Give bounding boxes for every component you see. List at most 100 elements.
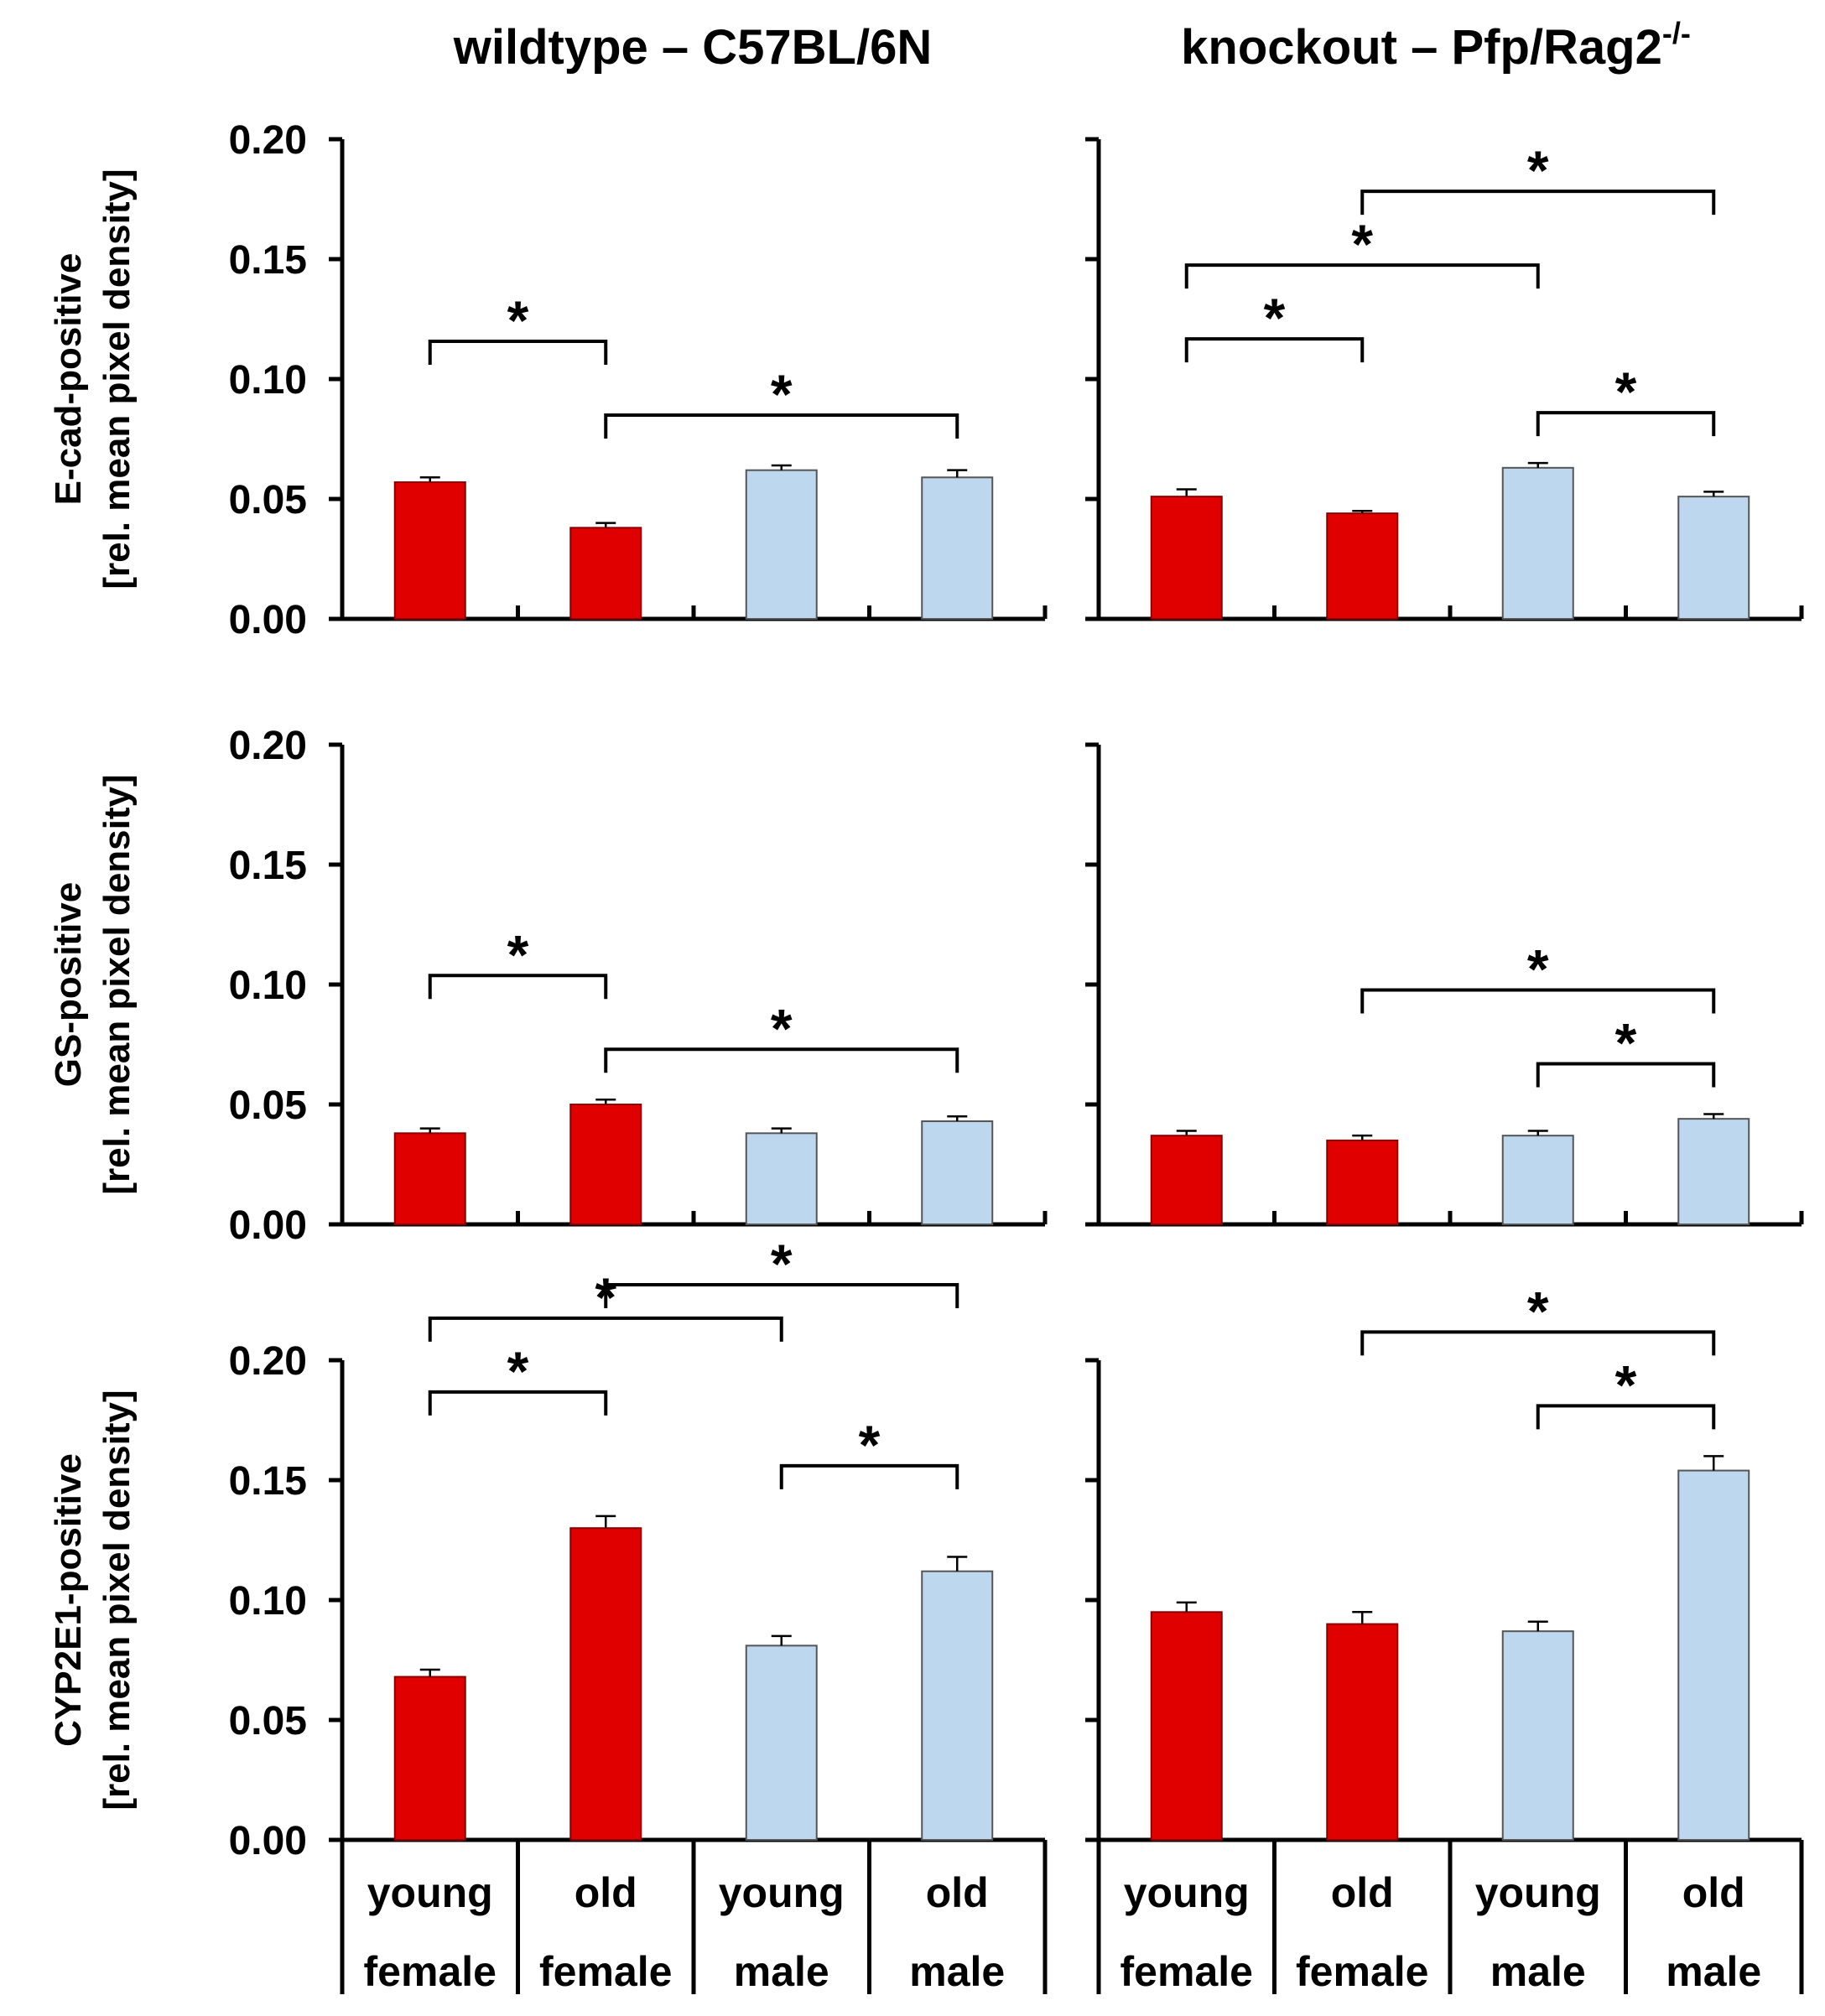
bar-young-female	[1150, 1135, 1223, 1226]
category-age-label: young	[1475, 1869, 1601, 1916]
significance-asterisk: *	[771, 997, 793, 1059]
significance-asterisk: *	[1527, 938, 1549, 1000]
bar-young-female	[1150, 496, 1223, 621]
bar-young-male	[745, 1644, 818, 1841]
significance-asterisk: *	[1527, 1280, 1549, 1342]
significance-bracket	[1360, 190, 1716, 216]
bar-young-female	[393, 1676, 466, 1842]
significance-bracket	[1360, 1330, 1716, 1356]
significance-asterisk: *	[1264, 287, 1286, 349]
significance-bracket	[1360, 988, 1716, 1014]
significance-asterisk: *	[771, 1233, 793, 1295]
y-axis-title-marker: E-cad-positive	[48, 253, 89, 506]
category-age-label: young	[1124, 1869, 1250, 1916]
bar-old-male	[1677, 496, 1750, 621]
column-title-knockout-superscript: -/-	[1662, 16, 1691, 50]
significance-bracket	[428, 974, 608, 1000]
category-sex-label: female	[1120, 1948, 1253, 1995]
y-tick-label: 0.10	[229, 1579, 307, 1624]
y-tick-label: 0.15	[229, 1459, 307, 1504]
y-tick-label: 0.20	[229, 1339, 307, 1384]
category-sex-label: male	[909, 1948, 1005, 1995]
bar-young-female	[393, 1132, 466, 1225]
y-axis-title-unit: [rel. mean pixel density]	[96, 169, 138, 589]
column-title-knockout-main: knockout – Pfp/Rag2	[1181, 20, 1662, 75]
y-axis-title-unit: [rel. mean pixel density]	[96, 1390, 138, 1810]
category-age-label: old	[1682, 1869, 1745, 1916]
significance-bracket	[1184, 263, 1540, 289]
y-tick-label: 0.20	[229, 118, 307, 163]
bar-young-male	[745, 469, 818, 620]
significance-bracket	[604, 1283, 959, 1308]
bar-young-male	[1501, 466, 1574, 620]
category-age-label: old	[926, 1869, 989, 1916]
bar-young-female	[393, 481, 466, 620]
bar-young-male	[1501, 1630, 1574, 1842]
bar-old-male	[1677, 1118, 1750, 1226]
bar-old-female	[1326, 1623, 1399, 1841]
bar-old-male	[921, 476, 994, 621]
bar-old-male	[921, 1570, 994, 1842]
category-age-label: old	[575, 1869, 637, 1916]
panel-2-2: **	[1085, 742, 1804, 1227]
y-tick-label: 0.05	[229, 1083, 307, 1128]
bar-old-female	[569, 1104, 642, 1225]
significance-asterisk: *	[1615, 1011, 1637, 1073]
y-tick-label: 0.10	[229, 964, 307, 1008]
y-tick-label: 0.15	[229, 844, 307, 888]
significance-asterisk: *	[595, 1266, 616, 1328]
panel-3-1: 0.00 0.05 0.10 0.15 0.20 CYP2E1-positive [rel.…	[48, 1233, 1045, 1863]
y-tick-label: 0.05	[229, 1699, 307, 1743]
y-axis-title-marker: GS-positive	[48, 882, 89, 1088]
panel-2-1: 0.00 0.05 0.10 0.15 0.20 GS-positive [rel. mea…	[48, 724, 1048, 1248]
y-axis-title: GS-positive [rel. mean pixel density]	[48, 774, 138, 1194]
significance-bracket	[604, 413, 959, 439]
category-box-2: young female old female young male old male	[1096, 1840, 1804, 1995]
y-axis-title: CYP2E1-positive [rel. mean pixel density]	[48, 1390, 138, 1810]
significance-bracket	[428, 339, 608, 365]
category-axis-labels: young female old female young male old male youn…	[340, 1840, 1804, 1995]
significance-bracket	[1184, 337, 1365, 363]
category-sex-label: male	[734, 1948, 829, 1995]
category-age-label: young	[719, 1869, 845, 1916]
y-axis-title: E-cad-positive [rel. mean pixel density]	[48, 169, 138, 589]
category-box-1: young female old female young male old male	[340, 1840, 1048, 1995]
significance-asterisk: *	[771, 363, 793, 425]
significance-bracket	[1536, 411, 1716, 437]
bar-old-male	[1677, 1469, 1750, 1842]
y-tick-label: 0.00	[229, 1203, 307, 1248]
y-tick-label: 0.15	[229, 238, 307, 283]
bar-young-female	[1150, 1611, 1223, 1842]
significance-bracket	[1536, 1062, 1716, 1088]
y-tick-label: 0.20	[229, 724, 307, 768]
panel-1-1: 0.00 0.05 0.10 0.15 0.20 E-cad-positive [rel. …	[48, 118, 1048, 642]
bar-young-male	[1501, 1135, 1574, 1226]
category-sex-label: male	[1490, 1948, 1586, 1995]
category-age-label: old	[1331, 1869, 1394, 1916]
significance-bracket	[428, 1316, 783, 1342]
y-axis-title-marker: CYP2E1-positive	[48, 1453, 89, 1747]
bar-old-female	[1326, 512, 1399, 620]
significance-asterisk: *	[1351, 213, 1373, 275]
significance-bracket	[428, 1390, 608, 1416]
y-axis-title-unit: [rel. mean pixel density]	[96, 774, 138, 1194]
category-sex-label: female	[364, 1948, 497, 1995]
column-title-wildtype: wildtype – C57BL/6N	[453, 20, 932, 75]
bar-old-female	[569, 527, 642, 621]
significance-asterisk: *	[507, 923, 529, 985]
significance-asterisk: *	[507, 1340, 529, 1402]
significance-asterisk: *	[1615, 361, 1637, 423]
significance-bracket	[1536, 1404, 1716, 1430]
panel-1-2: * * * *	[1085, 137, 1804, 621]
significance-asterisk: *	[859, 1414, 881, 1476]
bar-old-female	[569, 1527, 642, 1841]
category-age-label: young	[367, 1869, 493, 1916]
y-tick-label: 0.05	[229, 478, 307, 522]
bar-old-male	[921, 1120, 994, 1226]
panel-3-2: **	[1085, 1280, 1802, 1842]
bar-young-male	[745, 1132, 818, 1225]
y-tick-label: 0.00	[229, 1819, 307, 1863]
significance-bracket	[604, 1047, 959, 1073]
category-sex-label: female	[1296, 1948, 1428, 1995]
